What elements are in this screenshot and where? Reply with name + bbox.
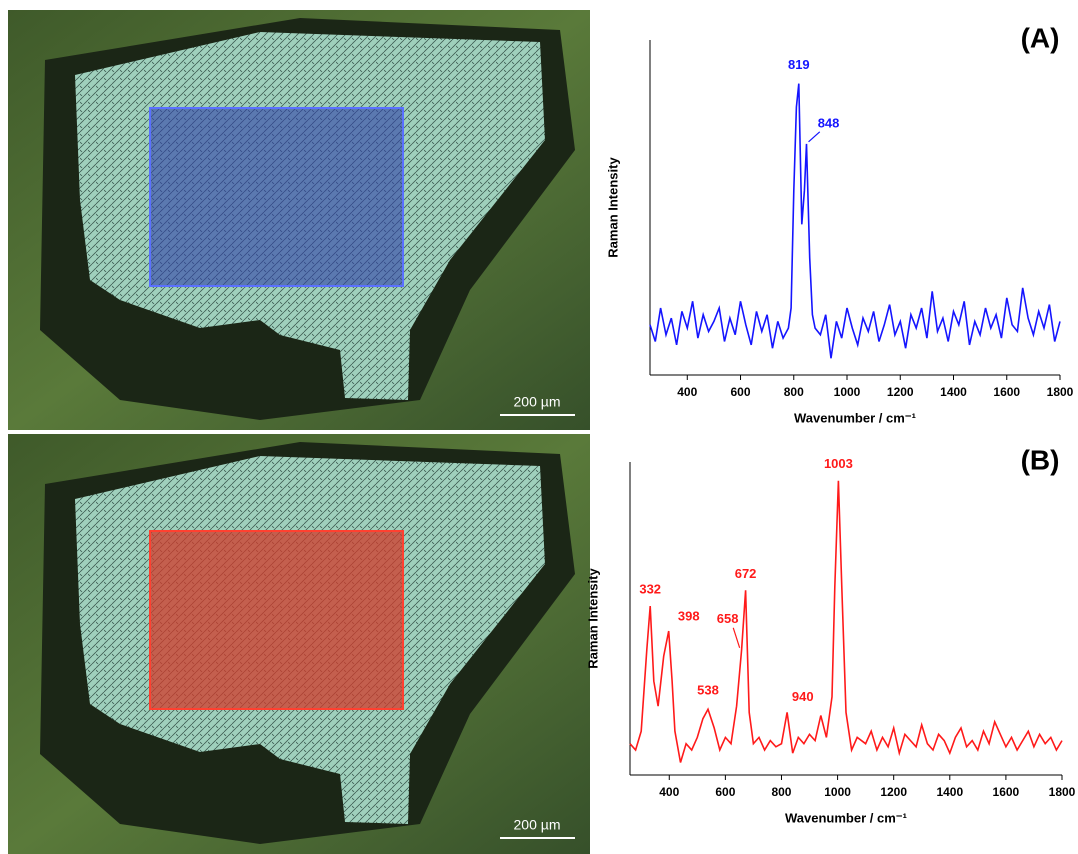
x-tick-label: 1800 bbox=[1047, 385, 1074, 399]
peak-label: 672 bbox=[735, 566, 757, 581]
peak-label: 332 bbox=[639, 581, 661, 596]
peak-label: 819 bbox=[788, 57, 810, 72]
spectrum-line bbox=[629, 480, 1063, 763]
peak-label: 848 bbox=[818, 115, 840, 130]
peak-label: 940 bbox=[792, 689, 814, 704]
x-tick-label: 400 bbox=[677, 385, 697, 399]
micrograph-a: 200 µm bbox=[8, 10, 590, 430]
y-axis-label: Raman Intensity bbox=[585, 568, 600, 669]
x-tick-label: 800 bbox=[784, 385, 804, 399]
x-tick-label: 800 bbox=[771, 785, 791, 799]
x-tick-label: 1200 bbox=[887, 385, 914, 399]
x-tick-label: 1800 bbox=[1049, 785, 1076, 799]
x-tick-label: 1400 bbox=[936, 785, 963, 799]
spectrum-line bbox=[649, 83, 1061, 359]
x-axis-label: Wavenumber / cm⁻¹ bbox=[794, 410, 916, 425]
scale-bar-label: 200 µm bbox=[514, 394, 561, 410]
panel-label: (B) bbox=[1021, 444, 1060, 475]
peak-label: 1003 bbox=[824, 456, 853, 471]
y-axis-label: Raman Intensity bbox=[605, 157, 620, 258]
x-tick-label: 600 bbox=[715, 785, 735, 799]
peak-label: 538 bbox=[697, 683, 719, 698]
x-tick-label: 1000 bbox=[824, 785, 851, 799]
micrograph-b: 200 µm bbox=[8, 434, 590, 854]
scale-bar-label: 200 µm bbox=[514, 817, 561, 833]
peak-label: 398 bbox=[678, 608, 700, 623]
x-tick-label: 400 bbox=[659, 785, 679, 799]
annotation-leader bbox=[732, 627, 741, 648]
x-tick-label: 1400 bbox=[940, 385, 967, 399]
x-tick-label: 1600 bbox=[993, 785, 1020, 799]
x-tick-label: 1000 bbox=[834, 385, 861, 399]
x-tick-label: 1200 bbox=[880, 785, 907, 799]
peak-label: 658 bbox=[717, 611, 739, 626]
x-tick-label: 1600 bbox=[993, 385, 1020, 399]
panel-label: (A) bbox=[1021, 22, 1060, 53]
x-axis-label: Wavenumber / cm⁻¹ bbox=[785, 810, 907, 825]
annotation-leader bbox=[808, 131, 821, 143]
x-tick-label: 600 bbox=[731, 385, 751, 399]
